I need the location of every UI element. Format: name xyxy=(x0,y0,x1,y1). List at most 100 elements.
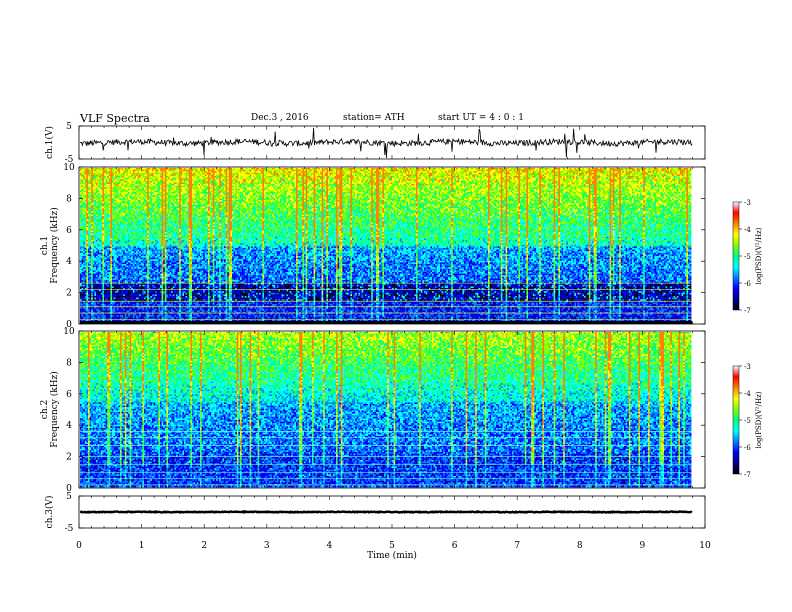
psd-cell xyxy=(610,174,612,176)
psd-cell xyxy=(206,176,208,178)
psd-cell xyxy=(549,170,551,172)
psd-cell xyxy=(624,178,626,180)
psd-cell xyxy=(443,178,445,180)
psd-cell xyxy=(117,179,119,181)
psd-cell xyxy=(571,170,573,172)
psd-cell xyxy=(237,173,239,175)
psd-cell xyxy=(557,176,559,178)
psd-cell xyxy=(635,171,637,173)
psd-cell xyxy=(382,178,384,180)
psd-cell xyxy=(230,179,232,181)
psd-cell xyxy=(482,178,484,180)
psd-cell xyxy=(517,171,519,173)
psd-cell xyxy=(158,174,160,176)
psd-cell xyxy=(432,174,434,176)
psd-cell xyxy=(306,179,308,181)
psd-cell xyxy=(413,174,415,176)
psd-cell xyxy=(338,178,340,180)
psd-cell xyxy=(613,173,615,175)
psd-cell xyxy=(690,168,692,170)
psd-cell xyxy=(608,170,610,172)
psd-cell xyxy=(368,174,370,176)
psd-cell xyxy=(382,168,384,170)
psd-cell xyxy=(336,173,338,175)
psd-cell xyxy=(480,168,482,170)
psd-cell xyxy=(566,171,568,173)
psd-cell xyxy=(128,173,130,175)
psd-cell xyxy=(184,171,186,173)
psd-cell xyxy=(131,173,133,175)
psd-cell xyxy=(253,173,255,175)
psd-cell xyxy=(669,174,671,176)
psd-cell xyxy=(552,174,554,176)
psd-cell xyxy=(274,178,276,180)
psd-cell xyxy=(541,176,543,178)
psd-cell xyxy=(550,176,552,178)
psd-cell xyxy=(293,170,295,172)
psd-cell xyxy=(144,168,146,170)
psd-cell xyxy=(598,176,600,178)
psd-cell xyxy=(509,174,511,176)
psd-cell xyxy=(280,168,282,170)
psd-cell xyxy=(482,171,484,173)
psd-cell xyxy=(283,170,285,172)
psd-cell xyxy=(354,173,356,175)
psd-cell xyxy=(640,168,642,170)
psd-cell xyxy=(450,171,452,173)
psd-cell xyxy=(482,168,484,170)
psd-cell xyxy=(123,174,125,176)
psd-cell xyxy=(123,179,125,181)
psd-cell xyxy=(141,174,143,176)
psd-cell xyxy=(616,171,618,173)
psd-cell xyxy=(128,171,130,173)
psd-cell xyxy=(99,173,101,175)
psd-cell xyxy=(413,178,415,180)
psd-cell xyxy=(443,176,445,178)
psd-cell xyxy=(485,174,487,176)
psd-cell xyxy=(490,174,492,176)
psd-cell xyxy=(523,170,525,172)
psd-cell xyxy=(88,170,90,172)
psd-cell xyxy=(586,171,588,173)
psd-cell xyxy=(253,174,255,176)
psd-cell xyxy=(667,170,669,172)
psd-cell xyxy=(424,178,426,180)
psd-cell xyxy=(251,170,253,172)
psd-cell xyxy=(176,168,178,170)
psd-cell xyxy=(589,174,591,176)
psd-cell xyxy=(477,178,479,180)
psd-cell xyxy=(526,171,528,173)
psd-cell xyxy=(371,174,373,176)
psd-cell xyxy=(610,171,612,173)
psd-cell xyxy=(203,173,205,175)
psd-cell xyxy=(461,173,463,175)
psd-cell xyxy=(139,174,141,176)
psd-cell xyxy=(475,168,477,170)
psd-cell xyxy=(626,176,628,178)
psd-cell xyxy=(336,168,338,170)
psd-cell xyxy=(314,179,316,181)
psd-cell xyxy=(346,168,348,170)
psd-cell xyxy=(160,170,162,172)
psd-cell xyxy=(355,171,357,173)
psd-cell xyxy=(158,171,160,173)
psd-cell xyxy=(382,174,384,176)
psd-cell xyxy=(648,174,650,176)
psd-cell xyxy=(315,178,317,180)
psd-cell xyxy=(579,173,581,175)
psd-cell xyxy=(146,178,148,180)
psd-cell xyxy=(306,173,308,175)
psd-cell xyxy=(117,174,119,176)
psd-cell xyxy=(555,170,557,172)
psd-cell xyxy=(661,170,663,172)
psd-cell xyxy=(130,171,132,173)
psd-cell xyxy=(688,174,690,176)
psd-cell xyxy=(293,176,295,178)
psd-cell xyxy=(651,174,653,176)
psd-cell xyxy=(306,178,308,180)
psd-cell xyxy=(126,176,128,178)
psd-cell xyxy=(626,170,628,172)
psd-cell xyxy=(86,176,88,178)
psd-cell xyxy=(350,178,352,180)
psd-cell xyxy=(142,176,144,178)
